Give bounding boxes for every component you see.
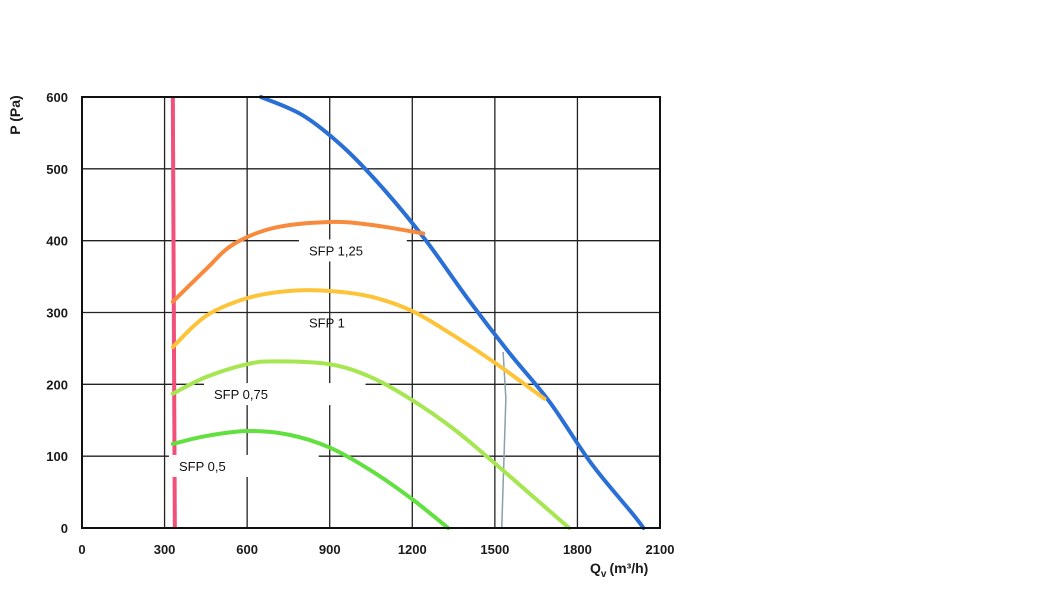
x-tick-label: 2100	[646, 542, 675, 557]
y-tick-label: 0	[61, 521, 68, 536]
x-tick-label: 900	[319, 542, 341, 557]
grid	[82, 97, 660, 528]
series-label: SFP 1	[309, 315, 345, 330]
series-labels: SFP 1,25 SFP 1 SFP 0,75 SFP 0,5	[169, 239, 407, 477]
x-tick-label: 300	[154, 542, 176, 557]
series-line-sfp-0-5	[170, 428, 451, 530]
x-tick-label: 1500	[480, 542, 509, 557]
y-tick-label: 100	[46, 449, 68, 464]
y-axis-title: P (Pa)	[7, 95, 23, 134]
series-line-sfp-0-75	[170, 359, 572, 530]
x-axis-title-main: Q	[590, 560, 601, 576]
series-label-bg	[299, 239, 407, 262]
series-lines	[170, 95, 646, 530]
plot-frame	[81, 96, 661, 529]
y-tick-label: 600	[46, 90, 68, 105]
y-tick-label: 500	[46, 162, 68, 177]
y-tick-label: 400	[46, 234, 68, 249]
tick-labels: 0 300 600 900 1200 1500 1800 2100 0 100 200 300 400 5…	[46, 90, 674, 557]
y-tick-label: 300	[46, 306, 68, 321]
x-axis-title: Qv (m³/h)	[590, 560, 648, 580]
x-axis-title-sub: v	[601, 569, 607, 580]
series-line-sfp-1-25	[170, 219, 426, 304]
y-tick-label: 200	[46, 377, 68, 392]
series-label-bg	[169, 454, 319, 477]
x-tick-label: 1800	[563, 542, 592, 557]
series-label-bg	[204, 383, 366, 406]
x-tick-label: 600	[236, 542, 258, 557]
x-tick-label: 0	[78, 542, 85, 557]
x-tick-label: 1200	[398, 542, 427, 557]
series-line-fan-curve	[258, 95, 646, 530]
series-label: SFP 0,75	[214, 387, 268, 402]
series-label: SFP 0,5	[179, 459, 226, 474]
series-label: SFP 1,25	[309, 243, 363, 258]
series-line-sfp-1	[170, 288, 547, 401]
x-axis-title-unit: (m³/h)	[609, 560, 648, 576]
